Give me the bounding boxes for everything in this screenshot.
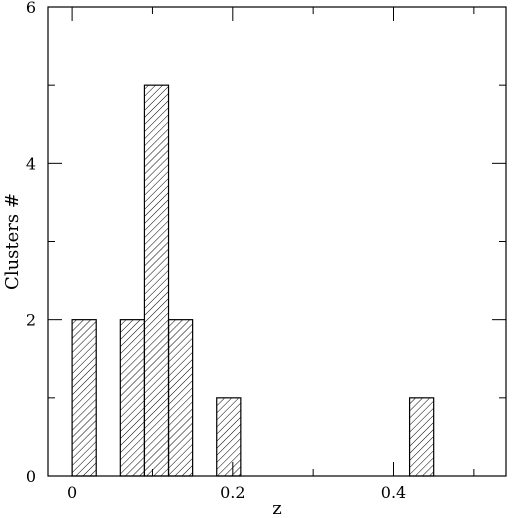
histogram-bar xyxy=(408,397,435,477)
histogram-bar xyxy=(119,319,146,477)
histogram-bar xyxy=(143,84,170,477)
y-axis-label: Clusters # xyxy=(2,193,23,290)
histogram-bar xyxy=(167,319,194,477)
x-tick-label: 0.4 xyxy=(381,483,406,502)
bars-group xyxy=(71,84,435,477)
y-tick-label: 6 xyxy=(26,0,36,17)
histogram-bar xyxy=(71,319,97,477)
tick-labels-group: 0 0.2 0.4 0 2 4 6 xyxy=(26,0,406,502)
histogram-bar xyxy=(216,397,242,477)
y-tick-label: 2 xyxy=(26,311,36,330)
plot-frame xyxy=(47,6,507,477)
ticks-group xyxy=(48,6,506,477)
x-tick-label: 0.2 xyxy=(220,483,245,502)
y-tick-label: 0 xyxy=(26,467,36,486)
y-tick-label: 4 xyxy=(26,154,36,173)
x-axis-label: z xyxy=(272,498,281,518)
x-tick-label: 0 xyxy=(67,483,77,502)
